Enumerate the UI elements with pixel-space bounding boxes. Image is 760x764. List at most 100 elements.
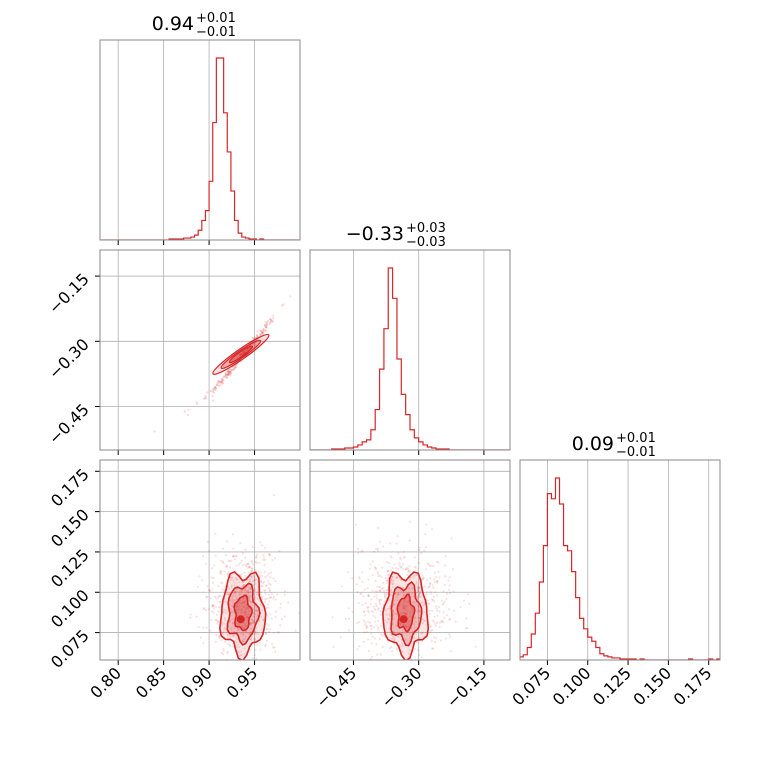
sample-point: [244, 548, 247, 551]
sample-point: [240, 611, 243, 614]
sample-point: [217, 621, 220, 624]
sample-point: [394, 669, 396, 671]
histogram-group-1: [310, 267, 510, 450]
sample-point: [382, 581, 385, 584]
sample-point: [432, 620, 435, 623]
sample-point: [220, 569, 223, 573]
sample-point: [215, 387, 218, 390]
sample-point: [245, 616, 248, 620]
sample-point: [250, 559, 253, 562]
sample-point: [213, 386, 216, 389]
sample-point: [247, 613, 250, 616]
sample-point: [214, 618, 217, 622]
sample-point: [255, 591, 259, 594]
param-title-lower-2: −0.01: [616, 445, 656, 460]
sample-point: [226, 369, 229, 372]
y-tick-label: 0.125: [47, 545, 93, 591]
histogram-1: [310, 267, 510, 450]
sample-point: [428, 632, 431, 635]
sample-point: [376, 608, 380, 611]
sample-point: [242, 605, 245, 608]
sample-point: [204, 394, 207, 397]
sample-point: [420, 640, 424, 643]
sample-point: [242, 638, 245, 641]
sample-point: [403, 611, 406, 615]
sample-point: [425, 568, 428, 571]
y-tick-label: 0.175: [47, 465, 93, 511]
sample-point: [225, 566, 228, 569]
sample-point: [399, 566, 402, 569]
sample-point: [426, 586, 429, 590]
sample-point: [365, 627, 368, 630]
sample-point: [444, 575, 447, 578]
sample-point: [368, 567, 372, 570]
sample-point: [391, 649, 394, 652]
sample-point: [387, 573, 391, 576]
sample-point: [415, 610, 419, 613]
sample-point: [395, 576, 398, 579]
sample-point: [390, 556, 393, 559]
sample-point: [238, 651, 241, 654]
sample-point: [367, 578, 370, 581]
sample-point: [235, 363, 238, 367]
sample-point: [428, 612, 431, 615]
sample-point: [270, 617, 273, 620]
sample-point: [220, 382, 224, 385]
sample-point: [370, 610, 373, 613]
sample-point: [378, 599, 381, 602]
sample-point: [236, 629, 239, 632]
sample-point: [217, 634, 221, 638]
sample-point: [206, 391, 209, 394]
sample-point: [240, 589, 243, 592]
sample-point: [383, 593, 387, 596]
sample-point: [438, 576, 441, 579]
sample-point: [227, 665, 229, 667]
density-peak: [236, 615, 245, 624]
sample-point: [248, 597, 251, 601]
sample-point: [205, 608, 208, 612]
sample-point: [402, 586, 405, 589]
sample-point: [402, 604, 405, 607]
sample-point: [366, 667, 368, 669]
sample-point: [222, 611, 225, 614]
sample-point: [220, 651, 224, 655]
sample-point: [266, 628, 269, 631]
sample-point: [422, 576, 425, 579]
sample-point: [242, 601, 245, 604]
sample-point: [388, 614, 392, 617]
sample-point: [371, 589, 374, 593]
sample-point: [256, 330, 259, 333]
sample-point: [265, 321, 269, 325]
sample-point: [227, 372, 230, 375]
sample-point: [228, 372, 232, 375]
sample-point: [428, 602, 431, 605]
sample-point: [236, 608, 239, 611]
sample-point: [239, 654, 242, 657]
sample-point: [376, 570, 380, 574]
sample-point: [259, 648, 262, 651]
sample-point: [363, 588, 367, 591]
sample-point: [209, 629, 212, 632]
sample-point: [360, 592, 363, 595]
contour-level-1: [220, 339, 262, 370]
sample-point: [229, 374, 232, 377]
sample-point: [391, 580, 394, 583]
sample-point: [247, 597, 250, 600]
sample-point: [385, 621, 389, 624]
sample-point: [406, 622, 409, 625]
sample-point: [246, 607, 249, 610]
sample-point: [474, 645, 477, 648]
sample-point: [250, 601, 253, 604]
sample-point: [373, 595, 376, 598]
sample-point: [224, 373, 228, 376]
sample-point: [379, 589, 382, 592]
sample-point: [235, 564, 238, 567]
sample-point: [424, 532, 427, 536]
sample-point: [401, 650, 404, 653]
sample-point: [255, 627, 258, 630]
sample-point: [236, 602, 239, 605]
sample-point: [265, 325, 268, 328]
sample-point: [400, 590, 403, 593]
sample-point: [223, 626, 226, 630]
